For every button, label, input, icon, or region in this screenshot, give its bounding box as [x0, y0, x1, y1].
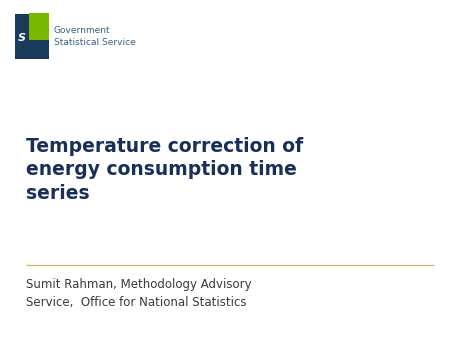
- Text: Sumit Rahman, Methodology Advisory
Service,  Office for National Statistics: Sumit Rahman, Methodology Advisory Servi…: [26, 278, 252, 309]
- Text: Temperature correction of
energy consumption time
series: Temperature correction of energy consump…: [26, 137, 303, 203]
- Text: S: S: [18, 33, 26, 43]
- Text: Government
Statistical Service: Government Statistical Service: [54, 26, 136, 47]
